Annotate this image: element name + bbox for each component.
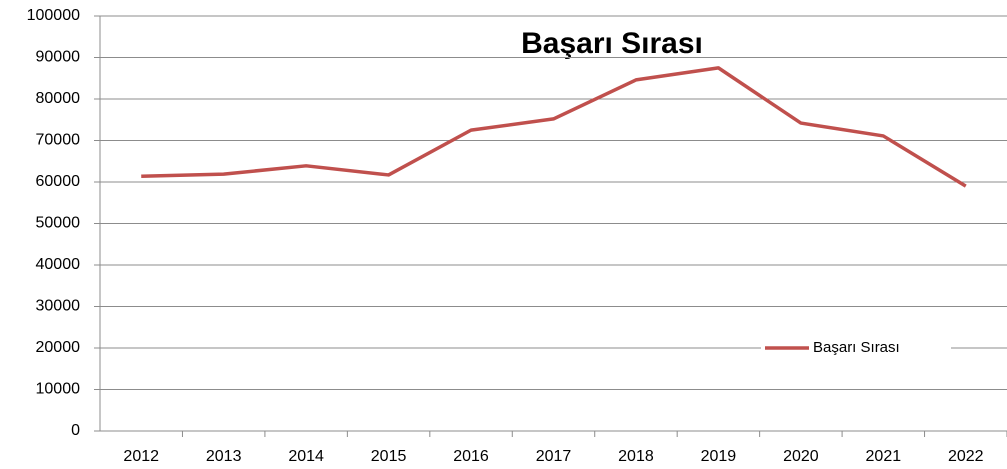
y-tick-label: 10000 [36,381,81,398]
y-tick-label: 40000 [36,256,81,273]
x-tick-label: 2015 [371,448,407,465]
y-tick-label: 70000 [36,132,81,149]
x-tick-label: 2016 [453,448,489,465]
data-line [141,66,967,188]
y-tick-label: 20000 [36,339,81,356]
x-tick-label: 2013 [206,448,242,465]
y-tick-label: 50000 [36,215,81,232]
y-tick-label: 60000 [36,173,81,190]
y-tick-label: 100000 [27,7,80,24]
x-tick-label: 2020 [783,448,819,465]
y-tick-label: 80000 [36,90,81,107]
chart-title: Başarı Sırası [521,27,703,60]
x-tick-label: 2021 [866,448,902,465]
legend-label: Başarı Sırası [813,339,900,356]
y-tick-label: 0 [71,422,80,439]
y-tick-label: 30000 [36,298,81,315]
x-tick-label: 2012 [123,448,159,465]
x-tick-label: 2022 [948,448,984,465]
x-tick-label: 2019 [701,448,737,465]
x-tick-label: 2014 [288,448,324,465]
y-tick-label: 90000 [36,49,81,66]
x-tick-label: 2018 [618,448,654,465]
x-tick-label: 2017 [536,448,572,465]
legend-box [761,337,951,359]
